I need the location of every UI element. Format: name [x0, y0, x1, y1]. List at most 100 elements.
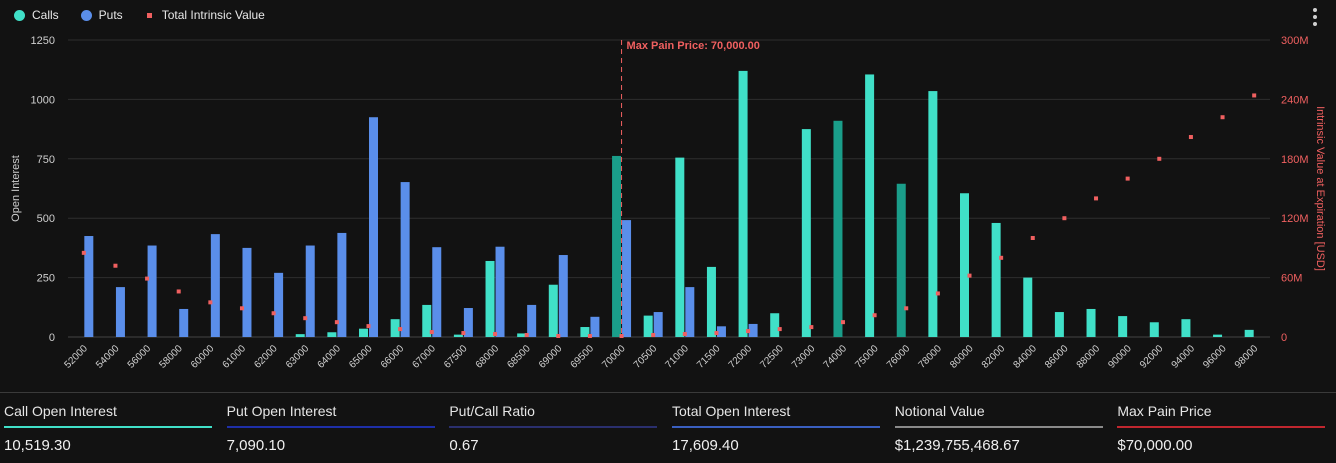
intrinsic-point [904, 306, 909, 311]
x-tick-label: 56000 [126, 343, 154, 371]
x-tick-label: 80000 [948, 343, 976, 371]
put-bar [622, 220, 632, 337]
intrinsic-point [1157, 156, 1162, 161]
stat-max-pain-price: Max Pain Price $70,000.00 [1113, 393, 1336, 463]
intrinsic-point [619, 334, 624, 339]
divider [0, 392, 1336, 393]
x-tick-label: 96000 [1201, 343, 1229, 371]
x-tick-label: 58000 [157, 343, 185, 371]
x-tick-label: 68500 [505, 343, 533, 371]
stat-label: Max Pain Price [1117, 403, 1212, 419]
intrinsic-point [303, 316, 308, 321]
put-bar [716, 326, 726, 337]
legend-label-intrinsic: Total Intrinsic Value [161, 8, 265, 22]
put-bar [274, 272, 284, 337]
stat-put-call-ratio: Put/Call Ratio 0.67 [445, 393, 668, 463]
call-bar [1244, 329, 1254, 337]
put-bar [495, 246, 505, 337]
x-tick-label: 76000 [885, 343, 913, 371]
stat-value: 0.67 [449, 437, 479, 454]
put-bar [527, 304, 537, 337]
x-tick-label: 65000 [347, 343, 375, 371]
y2-tick-label: 240M [1281, 94, 1309, 106]
x-tick-label: 52000 [62, 343, 90, 371]
intrinsic-point [366, 324, 371, 329]
stat-underline [1117, 426, 1326, 428]
call-bar [643, 315, 653, 337]
intrinsic-point [587, 334, 592, 339]
put-bar [115, 287, 125, 337]
x-tick-label: 98000 [1233, 343, 1261, 371]
legend-item-intrinsic[interactable]: Total Intrinsic Value [145, 8, 265, 22]
x-tick-label: 75000 [853, 343, 881, 371]
legend-item-puts[interactable]: Puts [80, 8, 123, 22]
intrinsic-point [208, 300, 213, 305]
y2-tick-label: 120M [1281, 213, 1309, 225]
put-bar [369, 117, 378, 337]
stat-value: $70,000.00 [1117, 437, 1193, 454]
x-tick-label: 68000 [474, 343, 502, 371]
call-bar [928, 91, 938, 337]
intrinsic-point [113, 263, 118, 268]
x-tick-label: 67500 [442, 343, 470, 371]
x-tick-label: 92000 [1138, 343, 1166, 371]
intrinsic-point [967, 273, 972, 278]
intrinsic-point [334, 320, 339, 325]
x-tick-label: 72500 [758, 343, 786, 371]
y2-tick-label: 180M [1281, 154, 1309, 166]
intrinsic-point [651, 333, 656, 338]
stat-underline [226, 426, 435, 428]
x-tick-label: 70000 [600, 343, 628, 371]
stat-value: 7,090.10 [226, 437, 286, 454]
x-tick-label: 90000 [1106, 343, 1134, 371]
x-tick-label: 61000 [221, 343, 249, 371]
call-bar [580, 327, 590, 337]
stat-underline [4, 426, 212, 428]
legend-label-puts: Puts [98, 8, 123, 22]
stat-notional-value: Notional Value $1,239,755,468.67 [891, 393, 1114, 463]
call-bar [612, 155, 622, 337]
x-tick-label: 73000 [790, 343, 818, 371]
call-bar [1213, 334, 1223, 337]
x-tick-label: 86000 [1043, 343, 1071, 371]
intrinsic-point [1220, 115, 1225, 120]
put-bar [463, 308, 473, 337]
x-tick-label: 71000 [663, 343, 691, 371]
call-bar [295, 334, 305, 337]
call-bar [801, 129, 811, 337]
y2-axis-label: Intrinsic Value at Expiration [USD] [1314, 106, 1326, 271]
legend-item-calls[interactable]: Calls [14, 8, 59, 22]
puts-dot-icon [80, 9, 92, 21]
stat-label: Put Open Interest [226, 403, 337, 419]
stat-underline [449, 426, 658, 428]
intrinsic-point [1252, 93, 1257, 98]
x-tick-label: 71500 [695, 343, 723, 371]
y-tick-label: 500 [37, 213, 55, 225]
call-bar [1149, 322, 1159, 337]
stat-underline [894, 426, 1103, 428]
call-bar [833, 120, 843, 337]
intrinsic-point [1030, 236, 1035, 240]
put-bar [305, 245, 315, 337]
more-options-icon[interactable] [1308, 8, 1322, 26]
put-bar [685, 287, 695, 337]
y-axis-label: Open Interest [10, 155, 22, 222]
x-tick-label: 67000 [410, 343, 438, 371]
intrinsic-point [682, 332, 687, 337]
stat-label: Notional Value [894, 403, 985, 419]
x-tick-label: 64000 [316, 343, 344, 371]
stat-label: Call Open Interest [4, 403, 117, 419]
open-interest-chart: 0 250 500 750 1000 1250 0 60M 120M 180M 240M 300M Op… [10, 35, 1326, 371]
call-bar [960, 193, 969, 337]
intrinsic-point [1062, 216, 1067, 221]
intrinsic-point [556, 334, 561, 339]
put-bar [400, 182, 410, 337]
y-tick-label: 750 [37, 154, 55, 166]
x-tick-label: 94000 [1170, 343, 1198, 371]
call-bar [1086, 308, 1096, 337]
intrinsic-point [239, 306, 244, 311]
put-bar [242, 247, 252, 337]
stat-value: 10,519.30 [4, 437, 71, 454]
call-bar [1118, 316, 1128, 337]
intrinsic-point [1125, 176, 1130, 181]
